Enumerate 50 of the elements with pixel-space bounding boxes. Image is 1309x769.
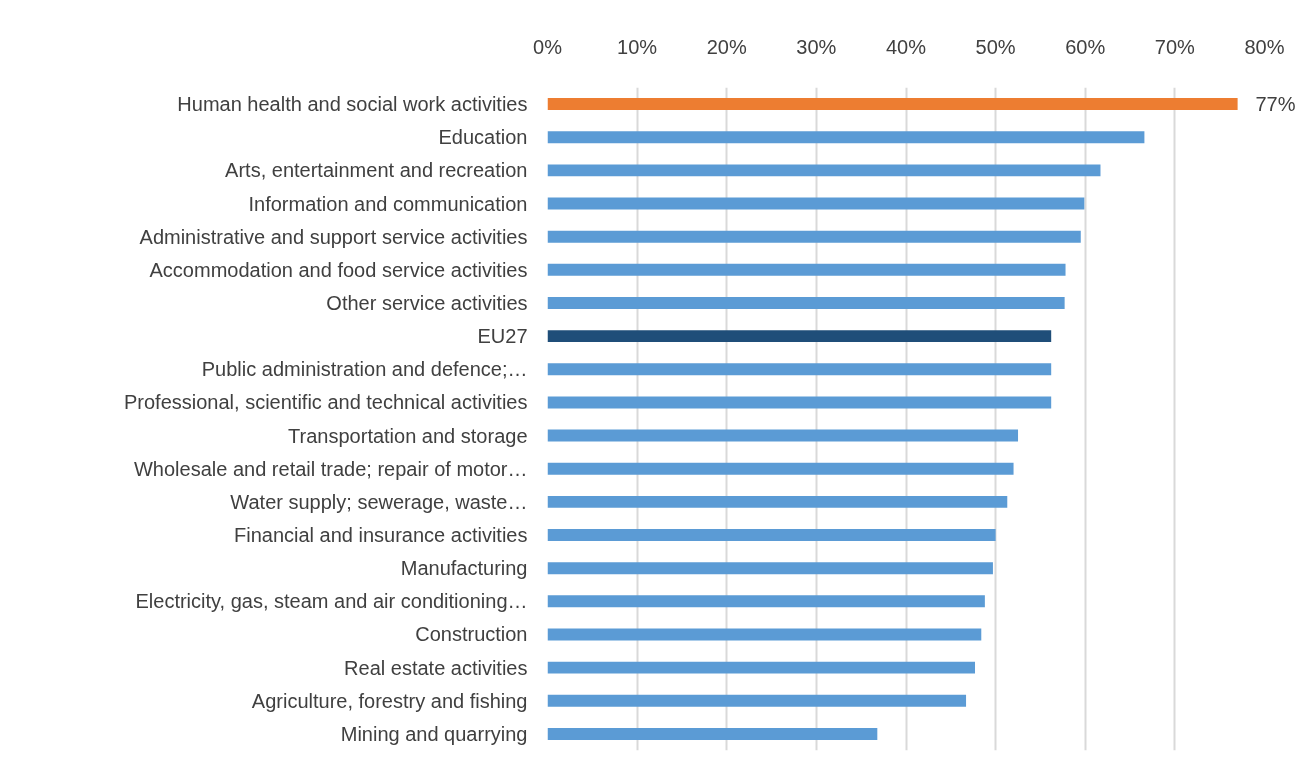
y-tick-label: Financial and insurance activities	[234, 524, 528, 547]
bar	[547, 727, 878, 740]
bar	[547, 297, 1065, 309]
y-tick-label: Mining and quarrying	[340, 722, 528, 745]
bar	[547, 562, 993, 575]
bar	[547, 330, 1052, 343]
bar	[547, 98, 1238, 111]
x-tick-label: 20%	[706, 35, 747, 58]
x-tick-label: 40%	[885, 35, 927, 58]
y-tick-label: Information and communication	[248, 192, 528, 215]
x-tick-label: 0%	[533, 35, 563, 58]
bar	[547, 495, 1008, 508]
bar	[547, 628, 982, 641]
bar	[547, 529, 996, 541]
data-label: 77%	[1255, 93, 1296, 116]
x-tick-label: 80%	[1244, 35, 1285, 58]
y-tick-label: Accommodation and food service activities	[149, 258, 528, 281]
y-tick-label: Arts, entertainment and recreation	[225, 159, 528, 182]
bar	[547, 694, 967, 707]
bar	[547, 230, 1081, 243]
y-tick-label: Transportation and storage	[288, 424, 528, 447]
bar	[547, 131, 1145, 144]
y-tick-label: Other service activities	[326, 291, 528, 314]
y-tick-label: Professional, scientific and technical activities	[123, 391, 528, 414]
bar	[547, 164, 1101, 177]
y-tick-label: Water supply; sewerage, waste…	[230, 490, 528, 513]
bar	[547, 661, 976, 674]
y-tick-label: Education	[438, 126, 528, 149]
y-tick-label: Human health and social work activities	[177, 93, 528, 116]
x-tick-label: 10%	[617, 35, 658, 58]
y-tick-label: Electricity, gas, steam and air conditioning…	[135, 590, 528, 613]
bar	[547, 462, 1014, 475]
bar	[547, 595, 985, 608]
y-tick-label: Public administration and defence;…	[201, 358, 528, 381]
y-tick-label: Administrative and support service activities	[139, 225, 528, 248]
bar	[547, 263, 1066, 276]
x-tick-label: 60%	[1065, 35, 1106, 58]
bar	[547, 429, 1019, 442]
y-tick-label: EU27	[477, 325, 528, 348]
bar	[547, 396, 1052, 409]
x-tick-label: 30%	[796, 35, 837, 58]
y-tick-label: Construction	[415, 623, 528, 646]
x-tick-label: 50%	[975, 35, 1016, 58]
bar	[547, 363, 1052, 376]
y-tick-label: Manufacturing	[400, 557, 528, 580]
x-tick-label: 70%	[1154, 35, 1196, 58]
y-tick-label: Agriculture, forestry and fishing	[251, 689, 528, 712]
y-tick-label: Wholesale and retail trade; repair of motor…	[133, 457, 528, 480]
y-tick-label: Real estate activities	[344, 656, 528, 679]
bar	[547, 197, 1085, 210]
